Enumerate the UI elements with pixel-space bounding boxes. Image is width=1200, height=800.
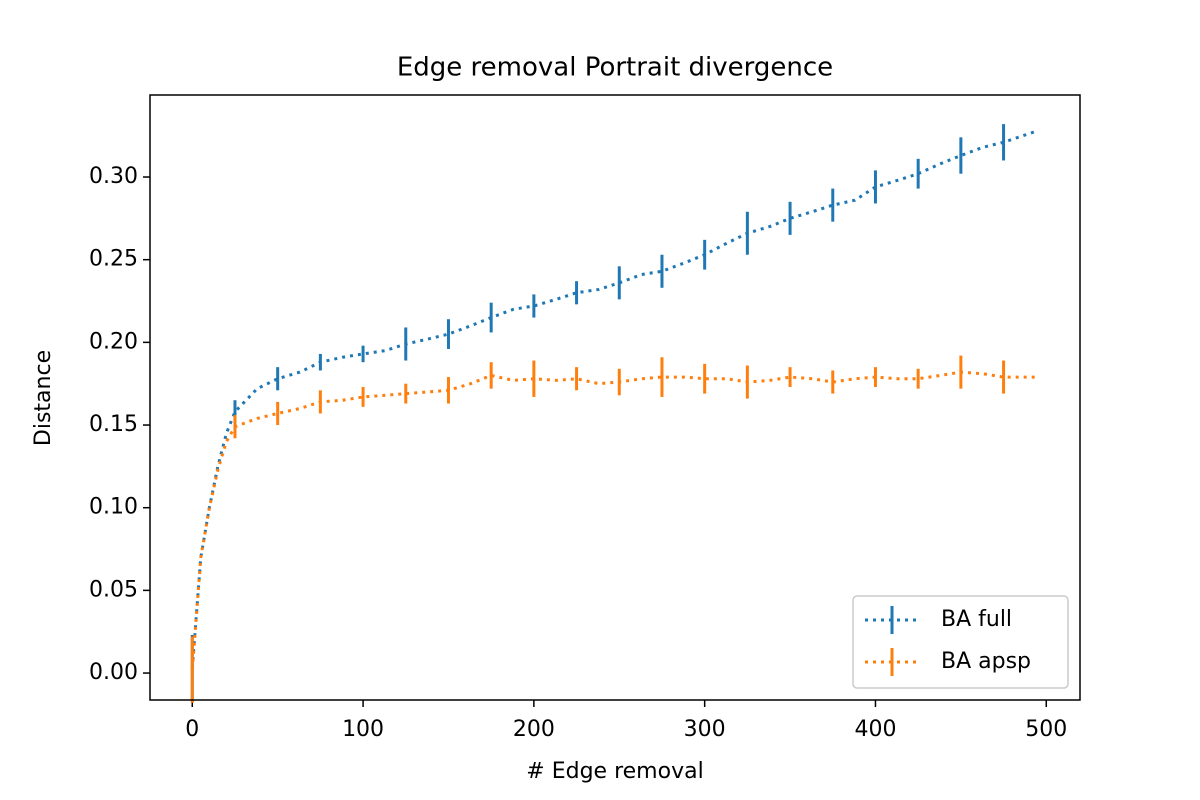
y-tick-label: 0.10 bbox=[89, 495, 138, 520]
x-tick-label: 200 bbox=[513, 717, 555, 742]
legend-label: BA full bbox=[941, 607, 1012, 632]
y-tick-label: 0.00 bbox=[89, 660, 138, 685]
x-tick-label: 100 bbox=[342, 717, 384, 742]
chart-title: Edge removal Portrait divergence bbox=[397, 53, 833, 83]
y-tick-label: 0.05 bbox=[89, 577, 138, 602]
plot-frame bbox=[149, 94, 1081, 701]
y-tick-label: 0.30 bbox=[89, 164, 138, 189]
x-tick-label: 300 bbox=[684, 717, 726, 742]
y-tick-label: 0.15 bbox=[89, 412, 138, 437]
x-tick-label: 500 bbox=[1025, 717, 1067, 742]
x-tick-label: 0 bbox=[185, 717, 199, 742]
y-axis-label: Distance bbox=[31, 350, 56, 446]
x-tick-label: 400 bbox=[854, 717, 896, 742]
x-axis-label: # Edge removal bbox=[526, 759, 703, 784]
y-tick-label: 0.25 bbox=[89, 247, 138, 272]
legend-label: BA apsp bbox=[941, 649, 1031, 674]
y-tick-label: 0.20 bbox=[89, 329, 138, 354]
